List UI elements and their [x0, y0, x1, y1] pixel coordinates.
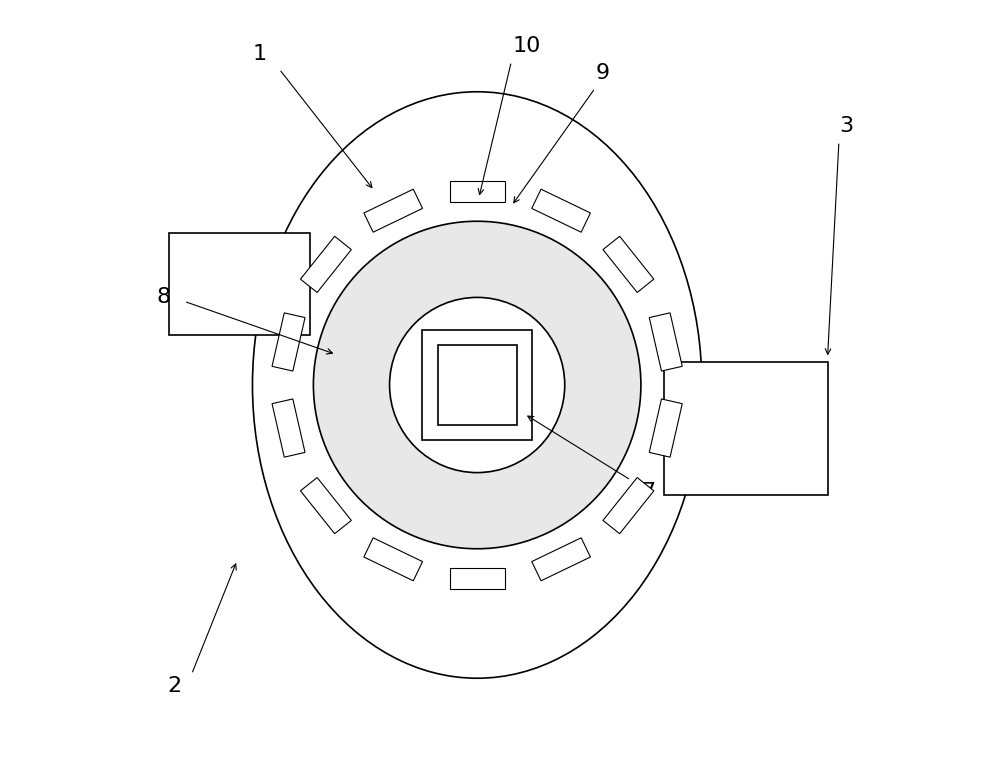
Bar: [272, 399, 305, 457]
Bar: [532, 537, 590, 581]
Bar: [450, 181, 505, 203]
Text: 2: 2: [167, 676, 181, 696]
Bar: [438, 346, 517, 424]
Text: 3: 3: [839, 116, 854, 136]
Bar: [450, 567, 505, 589]
Bar: [664, 362, 828, 495]
Bar: [603, 236, 654, 293]
Bar: [169, 233, 310, 336]
Text: 10: 10: [512, 36, 541, 56]
Ellipse shape: [390, 297, 565, 473]
Bar: [649, 399, 682, 457]
Text: 8: 8: [156, 287, 170, 307]
Text: 1: 1: [253, 44, 267, 64]
Ellipse shape: [252, 92, 702, 678]
Text: 7: 7: [641, 481, 656, 501]
Bar: [532, 189, 590, 233]
Bar: [300, 236, 351, 293]
Bar: [422, 330, 532, 440]
Bar: [364, 189, 423, 233]
Bar: [649, 313, 682, 371]
Bar: [364, 537, 423, 581]
Ellipse shape: [313, 221, 641, 549]
Bar: [300, 477, 351, 534]
Text: 9: 9: [596, 62, 610, 82]
Bar: [272, 313, 305, 371]
Bar: [603, 477, 654, 534]
